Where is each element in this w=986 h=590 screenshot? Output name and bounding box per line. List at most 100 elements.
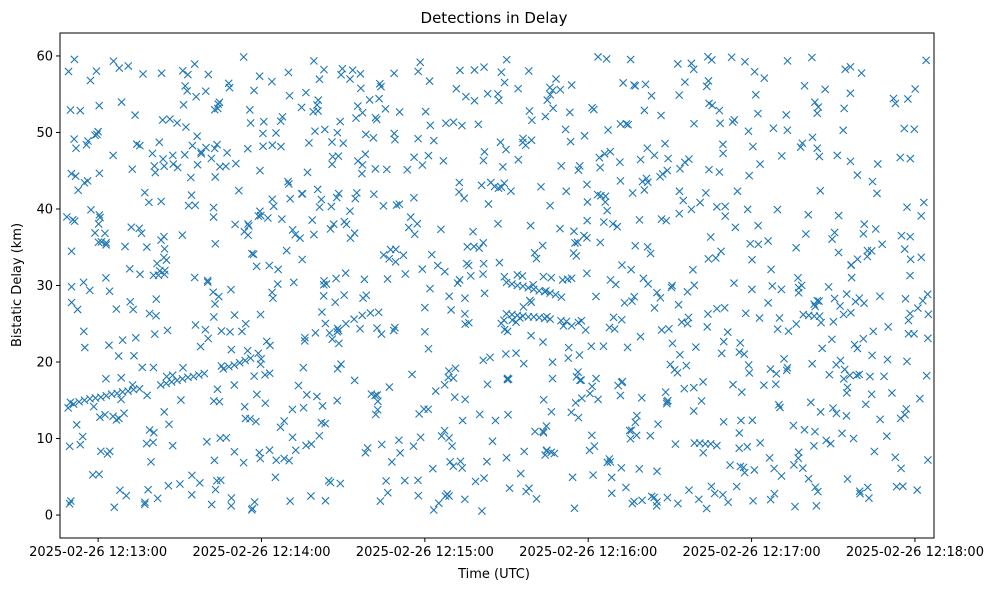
data-point: [448, 442, 457, 451]
data-point: [673, 499, 682, 508]
data-point: [169, 160, 178, 169]
data-point: [94, 127, 103, 136]
data-point: [145, 425, 154, 434]
data-point: [149, 428, 158, 437]
data-point: [227, 501, 236, 510]
data-point: [176, 396, 185, 405]
data-point: [883, 355, 892, 364]
data-point: [300, 336, 309, 345]
data-point: [740, 468, 749, 477]
data-point: [211, 172, 220, 181]
data-point: [851, 297, 860, 306]
data-point: [650, 303, 659, 312]
data-point: [582, 269, 591, 278]
data-point: [164, 420, 173, 429]
data-point: [653, 467, 662, 476]
data-point: [395, 107, 404, 116]
data-point: [652, 288, 661, 297]
data-point: [187, 471, 196, 480]
data-point: [605, 323, 614, 332]
data-point: [924, 310, 933, 319]
data-point: [276, 142, 285, 151]
data-point: [321, 319, 330, 328]
data-point: [518, 282, 527, 291]
data-point: [96, 393, 105, 402]
data-point: [179, 100, 188, 109]
data-point: [853, 171, 862, 180]
data-point: [339, 139, 348, 148]
data-point: [439, 156, 448, 165]
data-point: [356, 84, 365, 93]
data-point: [783, 56, 792, 65]
data-point: [719, 417, 728, 426]
data-point: [394, 436, 403, 445]
data-point: [424, 151, 433, 160]
data-point: [522, 487, 531, 496]
data-point: [493, 219, 502, 228]
data-point: [434, 499, 443, 508]
data-point: [832, 360, 841, 369]
data-point: [319, 291, 328, 300]
data-point: [748, 142, 757, 151]
data-point: [750, 67, 759, 76]
data-point: [638, 177, 647, 186]
data-point: [457, 121, 466, 130]
data-point: [340, 217, 349, 226]
x-tick-label: 2025-02-26 12:17:00: [683, 545, 821, 560]
data-point: [80, 178, 89, 187]
data-point: [92, 130, 101, 139]
data-point: [135, 224, 144, 233]
data-point: [889, 94, 898, 103]
data-point: [687, 59, 696, 68]
data-point: [541, 451, 550, 460]
data-point: [346, 75, 354, 84]
data-point: [254, 349, 263, 358]
data-point: [200, 369, 209, 378]
data-point: [124, 61, 133, 70]
data-point: [351, 114, 360, 123]
data-point: [569, 249, 578, 258]
data-point: [408, 370, 417, 379]
data-point: [689, 383, 698, 392]
data-point: [809, 441, 818, 450]
data-point: [114, 351, 123, 360]
data-point: [410, 230, 419, 239]
data-point: [156, 380, 165, 389]
data-point: [900, 245, 909, 254]
data-point: [688, 265, 697, 274]
data-point: [360, 275, 369, 284]
data-point: [542, 446, 551, 455]
data-point: [646, 249, 655, 258]
data-point: [254, 212, 263, 221]
data-point: [429, 136, 438, 145]
data-point: [276, 423, 285, 432]
data-point: [878, 240, 887, 249]
data-point: [610, 325, 619, 334]
data-point: [400, 476, 409, 485]
data-point: [753, 109, 762, 118]
data-point: [420, 327, 429, 336]
data-point: [414, 134, 423, 143]
data-point: [897, 231, 906, 240]
data-point: [575, 351, 584, 359]
data-point: [414, 491, 423, 500]
data-point: [154, 271, 163, 280]
data-point: [463, 242, 472, 251]
data-point: [731, 223, 740, 232]
data-point: [265, 446, 274, 455]
data-point: [735, 348, 744, 357]
data-point: [539, 395, 548, 404]
y-tick-label: 50: [36, 126, 53, 141]
data-point: [159, 253, 168, 262]
data-point: [282, 246, 291, 255]
data-point: [376, 497, 385, 506]
data-point: [256, 454, 265, 463]
data-point: [668, 339, 677, 348]
data-point: [369, 133, 378, 142]
data-point: [807, 53, 816, 62]
data-point: [274, 265, 283, 274]
data-point: [813, 487, 822, 496]
data-point: [151, 168, 160, 177]
data-point: [661, 139, 669, 148]
data-point: [664, 324, 673, 333]
